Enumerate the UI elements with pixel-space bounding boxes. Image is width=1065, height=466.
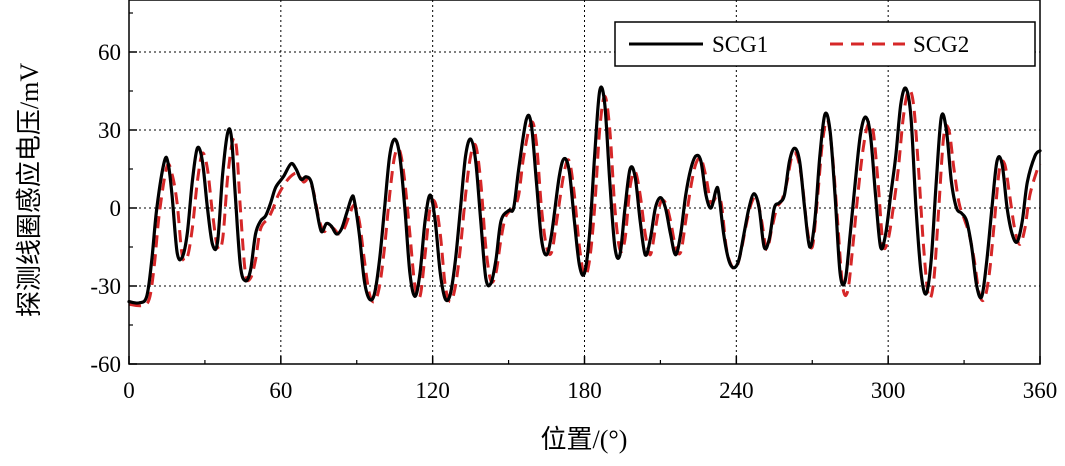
x-tick-label: 120 (415, 378, 450, 403)
x-tick-label: 0 (123, 378, 135, 403)
legend: SCG1 SCG2 (614, 21, 1036, 67)
series-line-scg2 (128, 88, 1042, 308)
x-axis-label: 位置/(°) (541, 425, 628, 454)
y-tick-label: 30 (98, 118, 121, 143)
legend-label-scg2: SCG2 (913, 32, 969, 57)
series-layer (127, 85, 1042, 308)
series-line-scg1 (127, 85, 1042, 305)
y-tick-label: -60 (90, 352, 121, 377)
y-tick-label: 60 (98, 40, 121, 65)
x-tick-label: 300 (871, 378, 906, 403)
x-tick-label: 60 (269, 378, 292, 403)
x-tick-label: 180 (567, 378, 602, 403)
legend-label-scg1: SCG1 (712, 32, 768, 57)
y-tick-label: -30 (90, 274, 121, 299)
y-axis-label: 探测线圈感应电压/mV (15, 63, 44, 317)
axis-ticks: 0 60 120 180 240 300 360 -60 -30 0 30 60 (90, 12, 1058, 403)
x-tick-label: 360 (1023, 378, 1058, 403)
y-tick-label: 0 (110, 196, 122, 221)
x-tick-label: 240 (719, 378, 754, 403)
